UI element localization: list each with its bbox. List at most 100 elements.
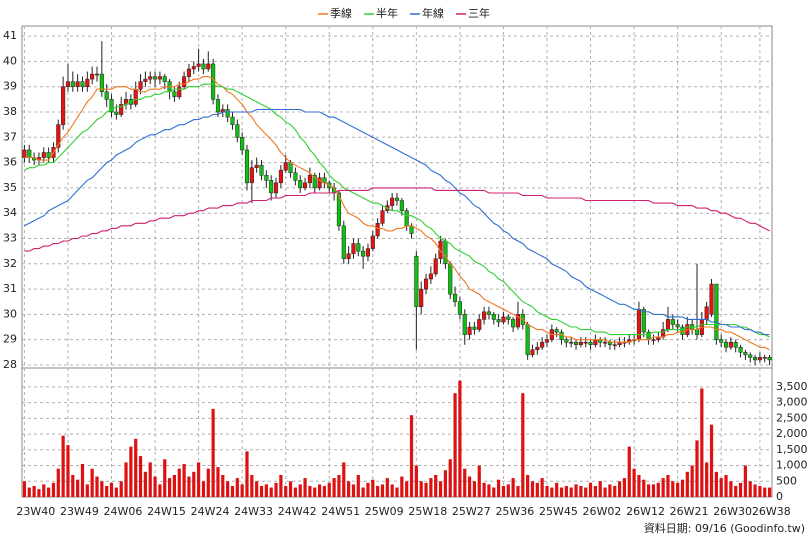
candle-body	[346, 253, 351, 259]
candle-body	[191, 66, 196, 70]
y2-tick-label: 2,500	[776, 411, 808, 424]
volume-bar	[293, 487, 297, 497]
volume-bar	[342, 462, 346, 497]
volume-bar	[51, 482, 56, 497]
x-tick-label: 25W45	[539, 505, 578, 518]
candle-body	[104, 91, 109, 100]
volume-bar	[676, 482, 680, 497]
candle-body	[196, 63, 201, 67]
volume-bar	[666, 474, 670, 497]
candle-body	[99, 73, 104, 93]
volume-bar	[545, 485, 549, 497]
volume-bar	[719, 478, 723, 497]
candle-body	[114, 111, 119, 115]
candle-body	[462, 314, 467, 335]
volume-bar	[197, 462, 201, 497]
candle-body	[235, 124, 240, 138]
y-tick-label: 38	[3, 105, 17, 118]
volume-bar	[627, 446, 631, 497]
volume-bar	[288, 481, 293, 497]
legend-label: 半年	[376, 6, 398, 20]
candle-body	[109, 99, 114, 113]
candle-body	[593, 339, 598, 345]
candle-body	[448, 263, 453, 295]
y2-tick-label: 3,000	[776, 396, 808, 409]
candle-body	[157, 76, 162, 80]
candle-body	[206, 63, 211, 70]
volume-bar	[487, 484, 491, 497]
x-tick-label: 24W15	[147, 505, 186, 518]
y-tick-label: 41	[3, 29, 17, 42]
candle-body	[438, 240, 443, 259]
x-tick-label: 25W18	[408, 505, 447, 518]
x-tick-label: 23W49	[60, 505, 99, 518]
volume-bar	[419, 481, 423, 497]
volume-bar	[90, 468, 94, 497]
ma-line	[24, 83, 770, 338]
volume-bar	[574, 484, 578, 497]
volume-bar	[269, 487, 273, 497]
volume-bar	[588, 482, 593, 497]
candle-body	[75, 81, 80, 87]
legend-label: 三年	[468, 6, 490, 20]
volume-bar	[705, 462, 709, 497]
volume-bar	[521, 393, 525, 497]
candle-body	[138, 81, 143, 90]
volume-bar	[216, 467, 220, 497]
volume-bar	[758, 485, 762, 497]
candle-body	[603, 341, 608, 344]
volume-bar	[66, 445, 70, 497]
volume-bar	[593, 485, 597, 497]
candle-body	[414, 255, 419, 308]
candle-body	[559, 331, 564, 340]
volume-bar	[226, 481, 230, 497]
candle-body	[317, 177, 322, 189]
candle-body	[748, 354, 753, 358]
volume-bar	[477, 465, 481, 497]
volume-bar	[167, 478, 172, 497]
candle-body	[428, 273, 433, 280]
y-tick-label: 35	[3, 181, 17, 194]
volume-bar	[259, 485, 264, 497]
volume-bar	[584, 487, 588, 497]
volume-bar	[182, 463, 186, 497]
candle-body	[312, 174, 317, 189]
volume-bar	[458, 380, 462, 497]
volume-bar	[129, 446, 133, 497]
volume-bar	[42, 484, 46, 497]
volume-bar	[274, 482, 278, 497]
candle-body	[665, 319, 671, 330]
x-tick-label: 26W02	[583, 505, 622, 518]
volume-bar	[177, 468, 181, 497]
candle-body	[94, 73, 100, 76]
candle-body	[22, 149, 27, 158]
x-tick-label: 26W12	[626, 505, 665, 518]
candle-body	[370, 235, 375, 249]
volume-bar	[540, 478, 544, 497]
y2-tick-label: 3,500	[776, 380, 808, 393]
candle-body	[530, 349, 535, 356]
volume-bar	[206, 468, 210, 497]
volume-bar	[143, 471, 147, 497]
volume-bar	[734, 485, 738, 497]
volume-bar	[748, 481, 752, 497]
volume-bar	[492, 487, 496, 497]
candle-body	[472, 326, 477, 330]
candle-body	[240, 137, 245, 151]
candle-body	[738, 347, 743, 353]
volume-bar	[709, 424, 714, 497]
volume-bar	[448, 459, 452, 497]
volume-bar	[482, 482, 486, 497]
volume-bar	[564, 485, 568, 497]
volume-bar	[138, 456, 143, 497]
y-tick-label: 37	[3, 130, 17, 143]
volume-bar	[429, 478, 433, 497]
candle-body	[249, 167, 254, 184]
candle-body	[336, 192, 341, 227]
volume-bar	[313, 487, 317, 497]
volume-bar	[163, 459, 167, 497]
volume-bar	[134, 438, 138, 497]
y-tick-label: 33	[3, 231, 17, 244]
candle-body	[215, 99, 221, 113]
volume-bar	[366, 482, 370, 497]
